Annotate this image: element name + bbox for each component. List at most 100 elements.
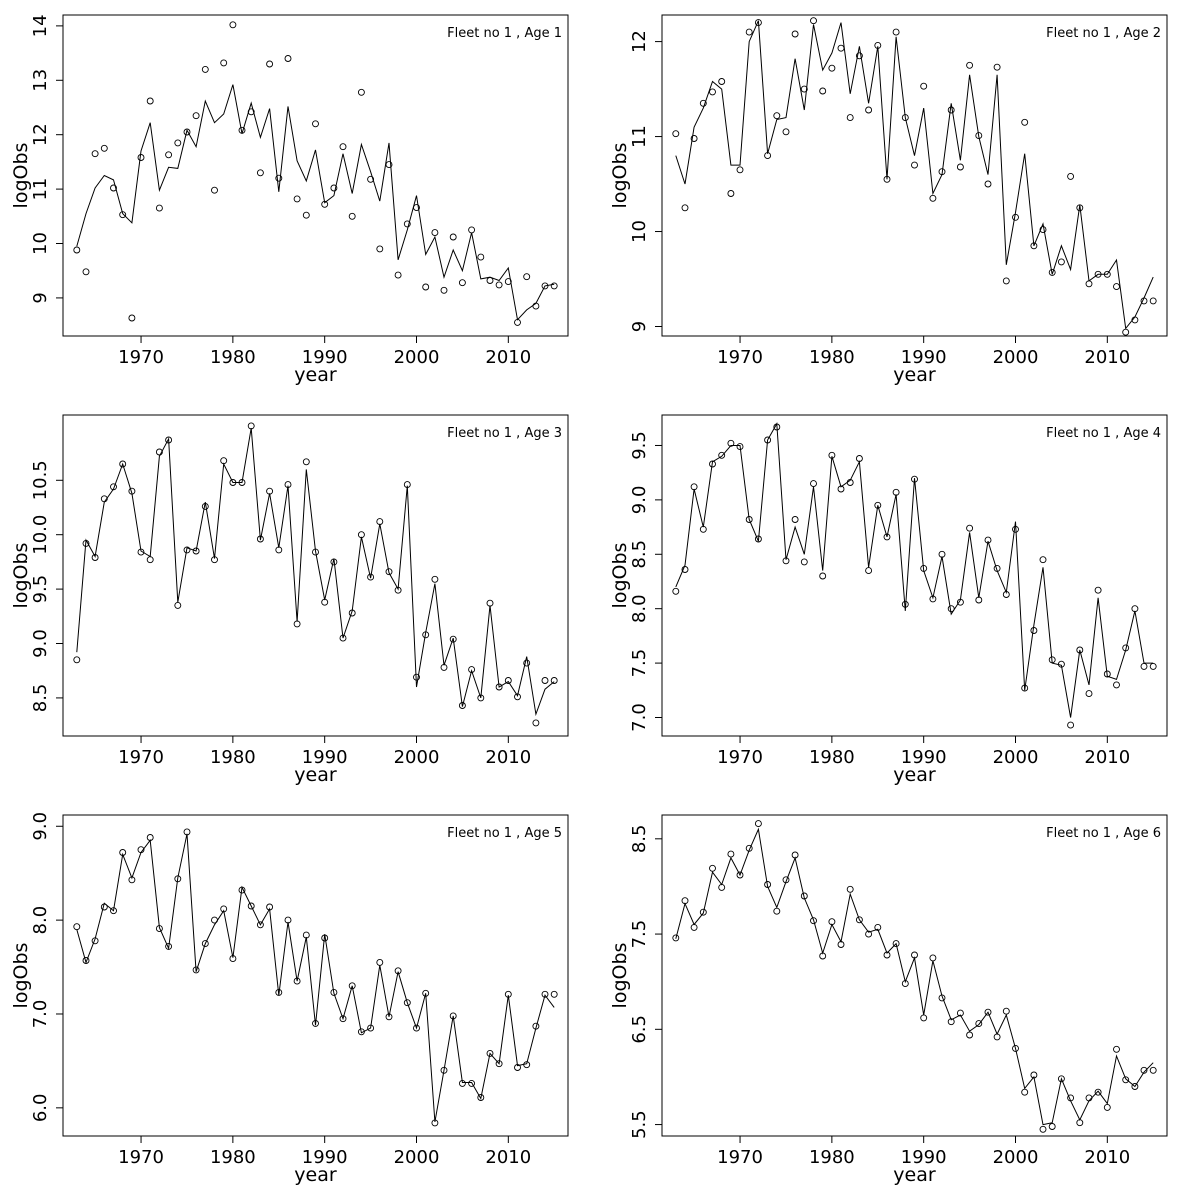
observed-points: [672, 820, 1157, 1133]
observed-point: [266, 60, 274, 68]
x-axis-label: year: [893, 764, 936, 786]
observed-point: [174, 139, 182, 147]
panel-title: Fleet no 1 , Age 1: [447, 26, 562, 41]
observed-points: [672, 423, 1157, 729]
x-tick-label: 1970: [118, 347, 164, 368]
observed-point: [110, 184, 117, 192]
observed-point: [810, 480, 817, 488]
observed-point: [403, 220, 411, 228]
observed-point: [394, 271, 402, 279]
observed-point: [165, 151, 173, 159]
observed-point: [247, 422, 255, 430]
observed-point: [550, 677, 558, 684]
x-tick-label: 2000: [993, 747, 1039, 768]
observed-point: [1140, 662, 1148, 670]
observed-point: [413, 1024, 420, 1032]
fitted-line: [76, 84, 555, 321]
x-tick-label: 2010: [485, 747, 531, 768]
observed-point: [155, 448, 163, 456]
observed-point: [1002, 277, 1010, 285]
observed-point: [699, 525, 707, 533]
observed-point: [523, 659, 531, 667]
observed-point: [284, 55, 292, 62]
observed-point: [828, 64, 836, 72]
observed-point: [192, 547, 200, 555]
observed-point: [837, 44, 845, 52]
observed-point: [1039, 556, 1047, 564]
observed-point: [699, 908, 707, 916]
plot-frame: [661, 414, 1168, 737]
observed-point: [791, 30, 799, 38]
observed-point: [1103, 670, 1111, 678]
x-axis-label: year: [893, 1164, 936, 1186]
observed-point: [486, 1049, 494, 1057]
observed-point: [855, 52, 863, 60]
observed-point: [339, 143, 347, 151]
x-tick-label: 2010: [1084, 347, 1130, 368]
observed-point: [302, 211, 310, 219]
observed-point: [1149, 662, 1157, 670]
observed-point: [1048, 268, 1056, 276]
fitted-line: [675, 20, 1154, 330]
observed-point: [690, 483, 698, 491]
observed-point: [855, 455, 863, 462]
observed-point: [975, 596, 983, 604]
observed-point: [1076, 204, 1084, 212]
y-tick-label: 12: [629, 30, 650, 53]
y-tick-label: 10.0: [30, 515, 51, 555]
observed-point: [146, 556, 154, 564]
x-tick-label: 1970: [717, 347, 763, 368]
observed-point: [938, 550, 946, 558]
observed-point: [73, 656, 81, 664]
observed-point: [718, 451, 726, 459]
observed-point: [73, 246, 81, 254]
observed-point: [376, 958, 384, 966]
observed-point: [348, 982, 356, 990]
observed-point: [984, 1008, 992, 1016]
observed-point: [477, 1094, 485, 1101]
observed-point: [773, 112, 781, 120]
observed-point: [82, 268, 90, 276]
observed-point: [312, 120, 319, 128]
y-tick-label: 9.0: [30, 812, 51, 841]
observed-point: [865, 106, 873, 114]
observed-point: [929, 954, 937, 962]
x-tick-label: 1980: [809, 747, 855, 768]
observed-point: [883, 533, 891, 541]
observed-point: [956, 1009, 964, 1017]
x-axis-label: year: [294, 764, 337, 786]
observed-point: [330, 184, 338, 192]
observed-point: [1012, 1044, 1019, 1052]
observed-point: [431, 575, 439, 583]
observed-point: [846, 114, 854, 122]
observed-point: [220, 457, 228, 465]
observed-point: [699, 99, 707, 107]
observed-point: [709, 88, 716, 96]
observed-point: [1067, 172, 1075, 180]
y-tick-label: 5.5: [629, 1110, 650, 1139]
observed-point: [504, 278, 512, 286]
observed-point: [403, 999, 411, 1007]
observed-point: [681, 566, 689, 573]
observed-point: [468, 1079, 476, 1087]
plot-frame: [62, 814, 569, 1137]
observed-point: [846, 885, 854, 893]
observed-point: [422, 283, 430, 291]
observed-point: [1057, 1075, 1065, 1083]
observed-point: [1048, 1123, 1056, 1130]
observed-point: [709, 864, 716, 872]
x-tick-label: 2000: [394, 1147, 440, 1168]
x-axis: 1970 1980 1990 2000 2010: [717, 736, 1130, 768]
observed-point: [247, 902, 255, 910]
x-tick-label: 2000: [394, 347, 440, 368]
observed-point: [550, 990, 558, 998]
observed-point: [1002, 1007, 1010, 1015]
observed-point: [1021, 1088, 1029, 1096]
observed-point: [947, 106, 955, 114]
observed-point: [357, 88, 365, 96]
observed-point: [892, 940, 900, 948]
observed-point: [174, 601, 182, 609]
observed-point: [100, 144, 108, 152]
observed-point: [966, 61, 974, 69]
observed-point: [220, 59, 228, 67]
